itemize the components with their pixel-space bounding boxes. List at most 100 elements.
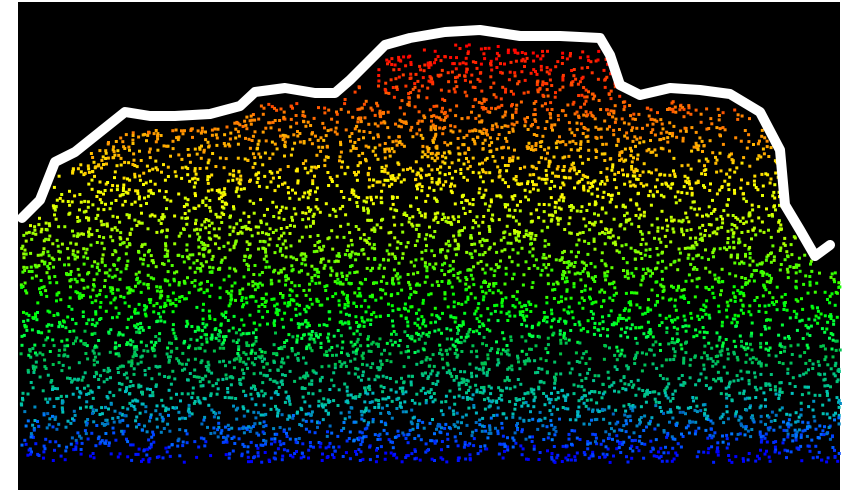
point: [771, 194, 774, 197]
point: [644, 254, 647, 257]
point: [222, 360, 225, 363]
point: [630, 247, 633, 250]
point: [446, 115, 449, 118]
point: [774, 419, 777, 422]
point: [257, 248, 260, 251]
point: [23, 410, 26, 413]
point: [608, 113, 611, 116]
point: [737, 433, 740, 436]
point: [359, 443, 362, 446]
point: [403, 145, 406, 148]
point: [409, 129, 412, 132]
point: [665, 317, 668, 320]
point: [82, 315, 85, 318]
point: [454, 202, 457, 205]
point: [594, 126, 597, 129]
point: [748, 304, 751, 307]
point: [813, 319, 816, 322]
point: [308, 430, 311, 433]
point: [444, 180, 447, 183]
point: [500, 97, 503, 100]
point: [43, 413, 46, 416]
point: [96, 322, 99, 325]
point: [201, 329, 204, 332]
point: [446, 353, 449, 356]
point: [725, 338, 728, 341]
point: [588, 457, 591, 460]
point: [314, 282, 317, 285]
point: [601, 408, 604, 411]
point: [457, 302, 460, 305]
point: [514, 74, 517, 77]
point: [594, 265, 597, 268]
point: [377, 68, 380, 71]
point: [550, 392, 553, 395]
point: [403, 365, 406, 368]
point: [742, 312, 745, 315]
point: [307, 196, 310, 199]
point: [637, 192, 640, 195]
point: [218, 411, 221, 414]
point: [661, 270, 664, 273]
point: [722, 342, 725, 345]
point: [558, 135, 561, 138]
point: [451, 286, 454, 289]
point: [83, 287, 86, 290]
point: [768, 304, 771, 307]
point: [300, 337, 303, 340]
point: [523, 124, 526, 127]
point: [634, 326, 637, 329]
point: [131, 163, 134, 166]
point: [101, 261, 104, 264]
point: [95, 424, 98, 427]
point: [44, 289, 47, 292]
point: [546, 449, 549, 452]
point: [635, 204, 638, 207]
point: [837, 286, 840, 289]
point: [97, 386, 100, 389]
point: [199, 167, 202, 170]
point: [736, 256, 739, 259]
point: [605, 143, 608, 146]
point: [729, 299, 732, 302]
point: [674, 299, 677, 302]
point: [304, 167, 307, 170]
point: [387, 411, 390, 414]
point: [175, 175, 178, 178]
point: [295, 114, 298, 117]
point: [311, 179, 314, 182]
point: [783, 438, 786, 441]
point: [331, 295, 334, 298]
point: [574, 261, 577, 264]
point: [321, 122, 324, 125]
point: [411, 375, 414, 378]
point: [506, 319, 509, 322]
point: [140, 341, 143, 344]
point: [366, 267, 369, 270]
point: [577, 406, 580, 409]
point: [608, 125, 611, 128]
point: [458, 130, 461, 133]
point: [115, 352, 118, 355]
point: [390, 177, 393, 180]
point: [465, 379, 468, 382]
point: [102, 236, 105, 239]
point: [573, 186, 576, 189]
point: [126, 192, 129, 195]
point: [634, 394, 637, 397]
point: [39, 352, 42, 355]
point: [381, 170, 384, 173]
point: [125, 372, 128, 375]
point: [65, 395, 68, 398]
point: [673, 261, 676, 264]
point: [632, 184, 635, 187]
point: [640, 257, 643, 260]
point: [106, 378, 109, 381]
point: [465, 336, 468, 339]
point: [284, 374, 287, 377]
point: [690, 206, 693, 209]
point: [209, 210, 212, 213]
point: [187, 148, 190, 151]
point: [47, 238, 50, 241]
point: [532, 247, 535, 250]
